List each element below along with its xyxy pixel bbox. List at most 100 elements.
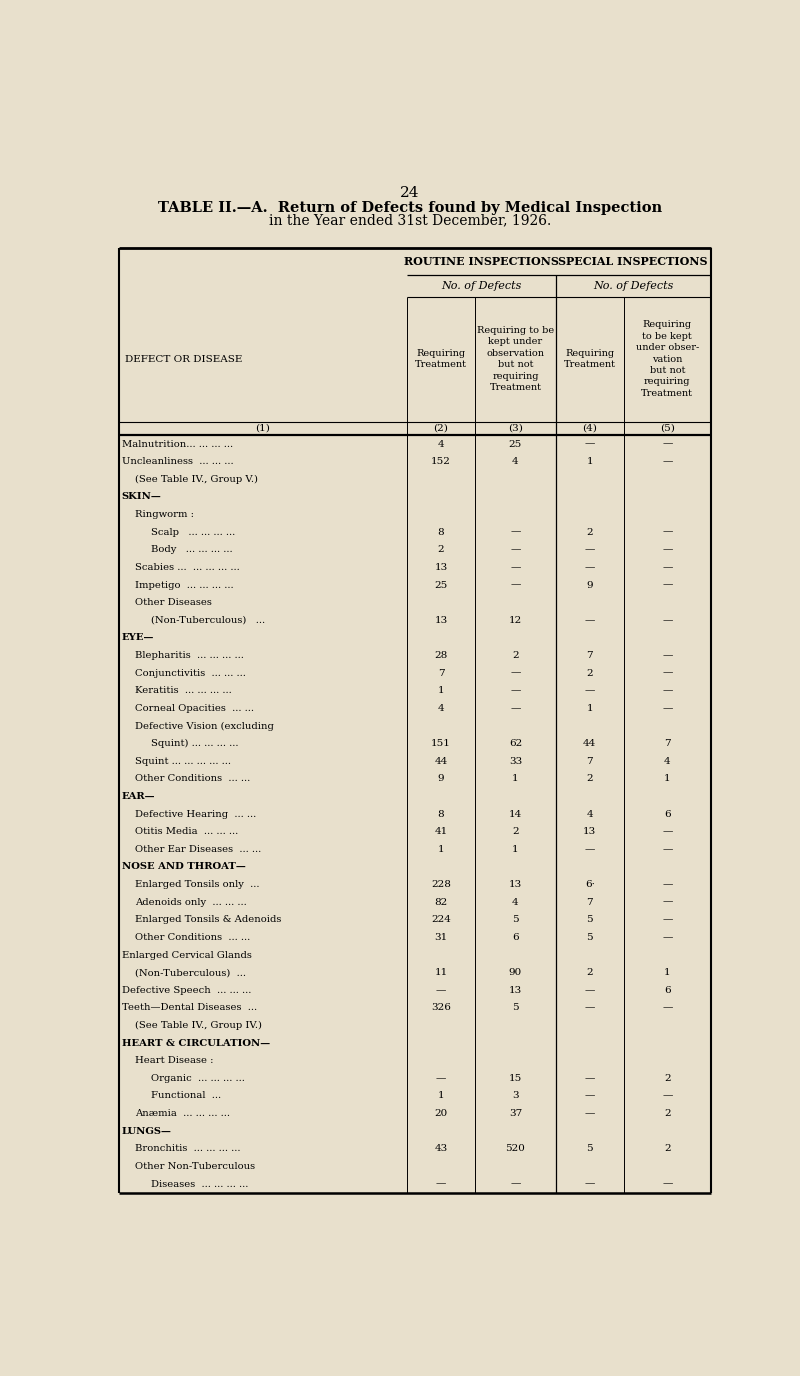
Text: 11: 11 (434, 969, 448, 977)
Text: 7: 7 (664, 739, 670, 749)
Text: —: — (510, 1179, 521, 1189)
Text: Scabies ...  ... ... ... ...: Scabies ... ... ... ... ... (135, 563, 240, 572)
Text: 33: 33 (509, 757, 522, 765)
Text: 24: 24 (400, 186, 420, 200)
Text: 4: 4 (512, 897, 518, 907)
Text: 7: 7 (586, 651, 593, 660)
Text: Enlarged Cervical Glands: Enlarged Cervical Glands (122, 951, 251, 959)
Text: 2: 2 (586, 527, 593, 537)
Text: —: — (585, 1091, 595, 1101)
Text: Impetigo  ... ... ... ...: Impetigo ... ... ... ... (135, 581, 234, 589)
Text: —: — (510, 563, 521, 572)
Text: SPECIAL INSPECTIONS: SPECIAL INSPECTIONS (558, 256, 708, 267)
Text: EAR—: EAR— (122, 793, 155, 801)
Text: —: — (662, 915, 673, 925)
Text: 62: 62 (509, 739, 522, 749)
Text: 6: 6 (664, 809, 670, 819)
Text: 90: 90 (509, 969, 522, 977)
Text: 9: 9 (438, 775, 444, 783)
Text: 3: 3 (512, 1091, 518, 1101)
Text: —: — (662, 845, 673, 854)
Text: Squint ... ... ... ... ...: Squint ... ... ... ... ... (135, 757, 231, 765)
Text: Keratitis  ... ... ... ...: Keratitis ... ... ... ... (135, 687, 232, 695)
Text: —: — (510, 545, 521, 555)
Text: 2: 2 (512, 827, 518, 837)
Text: —: — (662, 687, 673, 695)
Text: 1: 1 (512, 775, 518, 783)
Text: 5: 5 (512, 1003, 518, 1013)
Text: Scalp   ... ... ... ...: Scalp ... ... ... ... (151, 527, 236, 537)
Text: 2: 2 (586, 969, 593, 977)
Text: 82: 82 (434, 897, 448, 907)
Text: Requiring
Treatment: Requiring Treatment (415, 348, 467, 369)
Text: 1: 1 (438, 1091, 444, 1101)
Text: 2: 2 (586, 775, 593, 783)
Text: 9: 9 (586, 581, 593, 589)
Text: 13: 13 (583, 827, 597, 837)
Text: Uncleanliness  ... ... ...: Uncleanliness ... ... ... (122, 457, 234, 466)
Text: TABLE II.—A.  Return of Defects found by Medical Inspection: TABLE II.—A. Return of Defects found by … (158, 201, 662, 215)
Text: 25: 25 (434, 581, 448, 589)
Text: 228: 228 (431, 881, 451, 889)
Text: 41: 41 (434, 827, 448, 837)
Text: (Non-Tuberculous)   ...: (Non-Tuberculous) ... (151, 616, 266, 625)
Text: 5: 5 (586, 1145, 593, 1153)
Text: —: — (662, 827, 673, 837)
Text: 2: 2 (664, 1073, 670, 1083)
Text: —: — (662, 897, 673, 907)
Text: Heart Disease :: Heart Disease : (135, 1057, 214, 1065)
Text: —: — (585, 563, 595, 572)
Text: SKIN—: SKIN— (122, 493, 162, 501)
Text: —: — (662, 616, 673, 625)
Text: 1: 1 (512, 845, 518, 854)
Text: —: — (510, 669, 521, 677)
Text: 8: 8 (438, 527, 444, 537)
Text: Organic  ... ... ... ...: Organic ... ... ... ... (151, 1073, 246, 1083)
Text: (2): (2) (434, 424, 449, 433)
Text: (5): (5) (660, 424, 674, 433)
Text: HEART & CIRCULATION—: HEART & CIRCULATION— (122, 1039, 270, 1047)
Text: —: — (510, 705, 521, 713)
Text: Other Conditions  ... ...: Other Conditions ... ... (135, 933, 250, 943)
Text: 37: 37 (509, 1109, 522, 1119)
Text: Conjunctivitis  ... ... ...: Conjunctivitis ... ... ... (135, 669, 246, 677)
Text: Blepharitis  ... ... ... ...: Blepharitis ... ... ... ... (135, 651, 244, 660)
Text: No. of Defects: No. of Defects (593, 281, 674, 290)
Text: (Non-Tuberculous)  ...: (Non-Tuberculous) ... (135, 969, 246, 977)
Text: —: — (662, 933, 673, 943)
Text: 2: 2 (512, 651, 518, 660)
Text: Otitis Media  ... ... ...: Otitis Media ... ... ... (135, 827, 238, 837)
Text: 13: 13 (434, 563, 448, 572)
Text: —: — (585, 1073, 595, 1083)
Text: Ringworm :: Ringworm : (135, 510, 194, 519)
Text: Functional  ...: Functional ... (151, 1091, 222, 1101)
Text: 2: 2 (664, 1145, 670, 1153)
Text: 4: 4 (438, 705, 444, 713)
Text: Adenoids only  ... ... ...: Adenoids only ... ... ... (135, 897, 247, 907)
Text: 5: 5 (586, 933, 593, 943)
Text: 14: 14 (509, 809, 522, 819)
Text: —: — (510, 687, 521, 695)
Text: —: — (662, 527, 673, 537)
Text: 1: 1 (664, 775, 670, 783)
Text: 44: 44 (434, 757, 448, 765)
Text: 44: 44 (583, 739, 597, 749)
Text: in the Year ended 31st December, 1926.: in the Year ended 31st December, 1926. (269, 213, 551, 227)
Text: (See Table IV., Group V.): (See Table IV., Group V.) (135, 475, 258, 484)
Text: 15: 15 (509, 1073, 522, 1083)
Text: —: — (585, 545, 595, 555)
Text: EYE—: EYE— (122, 633, 154, 643)
Text: Requiring
to be kept
under obser-
vation
but not
requiring
Treatment: Requiring to be kept under obser- vation… (636, 321, 699, 398)
Text: 4: 4 (664, 757, 670, 765)
Text: 31: 31 (434, 933, 448, 943)
Text: Requiring to be
kept under
observation
but not
requiring
Treatment: Requiring to be kept under observation b… (477, 326, 554, 392)
Text: Other Ear Diseases  ... ...: Other Ear Diseases ... ... (135, 845, 262, 854)
Text: —: — (436, 1179, 446, 1189)
Text: 7: 7 (586, 897, 593, 907)
Text: Defective Speech  ... ... ...: Defective Speech ... ... ... (122, 985, 251, 995)
Text: —: — (585, 687, 595, 695)
Text: 326: 326 (431, 1003, 451, 1013)
Text: —: — (585, 985, 595, 995)
Text: NOSE AND THROAT—: NOSE AND THROAT— (122, 863, 246, 871)
Text: —: — (662, 457, 673, 466)
